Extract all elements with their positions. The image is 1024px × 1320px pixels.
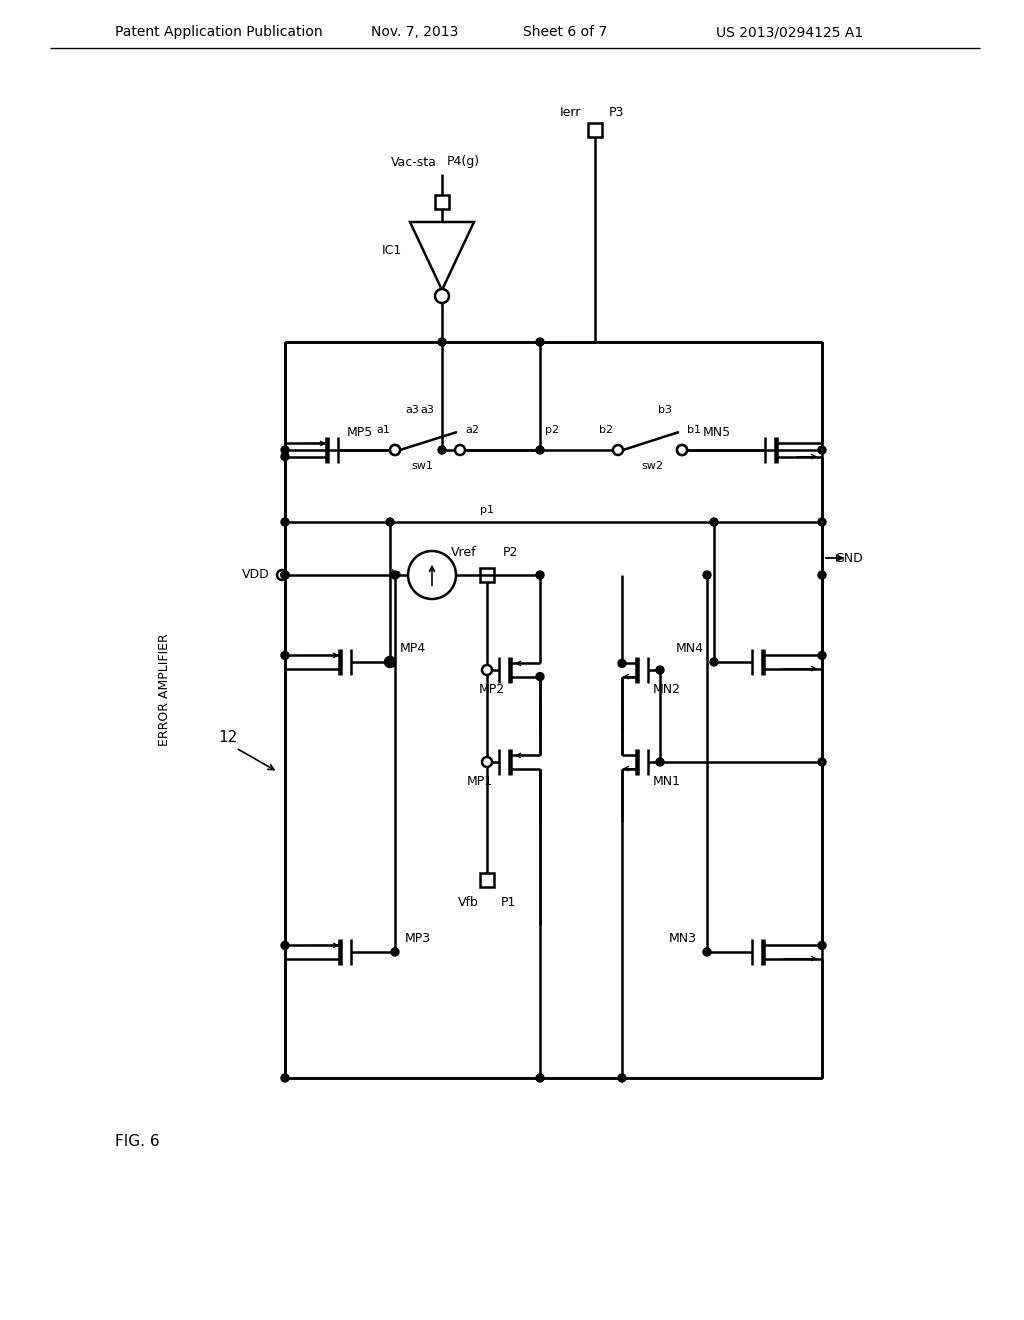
Text: MN4: MN4 xyxy=(676,643,705,655)
Text: Patent Application Publication: Patent Application Publication xyxy=(115,25,323,40)
Bar xyxy=(480,568,494,582)
Circle shape xyxy=(703,572,711,579)
Text: Vfb: Vfb xyxy=(458,895,479,908)
Circle shape xyxy=(656,758,664,766)
Circle shape xyxy=(435,289,449,304)
Circle shape xyxy=(281,651,289,660)
Text: a1: a1 xyxy=(376,425,390,436)
Circle shape xyxy=(281,446,289,454)
Text: b2: b2 xyxy=(599,425,613,436)
Bar xyxy=(588,123,602,137)
Circle shape xyxy=(482,756,492,767)
Circle shape xyxy=(618,660,626,668)
Text: P3: P3 xyxy=(609,106,625,119)
Text: sw1: sw1 xyxy=(412,461,433,471)
Text: FIG. 6: FIG. 6 xyxy=(115,1134,160,1150)
Text: MN5: MN5 xyxy=(702,426,731,438)
Circle shape xyxy=(818,572,826,579)
Circle shape xyxy=(390,445,400,455)
Text: US 2013/0294125 A1: US 2013/0294125 A1 xyxy=(717,25,863,40)
Text: Sheet 6 of 7: Sheet 6 of 7 xyxy=(523,25,607,40)
Circle shape xyxy=(536,673,544,681)
Text: VDD: VDD xyxy=(243,569,270,582)
Circle shape xyxy=(618,1074,626,1082)
Circle shape xyxy=(281,517,289,525)
Text: p2: p2 xyxy=(545,425,559,436)
Circle shape xyxy=(710,657,718,667)
Circle shape xyxy=(536,446,544,454)
Bar xyxy=(480,873,494,887)
Text: GND: GND xyxy=(834,552,863,565)
Text: MN2: MN2 xyxy=(653,684,681,697)
Text: a3: a3 xyxy=(420,405,434,414)
Circle shape xyxy=(818,758,826,766)
Circle shape xyxy=(613,445,623,455)
Circle shape xyxy=(703,948,711,956)
Text: ERROR AMPLIFIER: ERROR AMPLIFIER xyxy=(159,634,171,746)
Text: MN1: MN1 xyxy=(653,775,681,788)
Circle shape xyxy=(386,657,394,667)
Circle shape xyxy=(455,445,465,455)
Circle shape xyxy=(386,517,394,525)
Text: b1: b1 xyxy=(687,425,701,436)
Circle shape xyxy=(391,948,399,956)
Circle shape xyxy=(482,665,492,675)
Circle shape xyxy=(438,446,446,454)
Text: P1: P1 xyxy=(501,895,516,908)
Circle shape xyxy=(536,338,544,346)
Text: p1: p1 xyxy=(480,506,494,515)
Text: 12: 12 xyxy=(218,730,238,746)
Text: MP3: MP3 xyxy=(406,932,431,945)
Text: Vref: Vref xyxy=(452,546,477,560)
Circle shape xyxy=(656,667,664,675)
Circle shape xyxy=(710,517,718,525)
Circle shape xyxy=(818,517,826,525)
Text: sw2: sw2 xyxy=(641,461,663,471)
Text: b3: b3 xyxy=(658,405,672,414)
Circle shape xyxy=(281,572,289,579)
Text: MP5: MP5 xyxy=(347,426,373,438)
Circle shape xyxy=(278,570,287,579)
Text: IC1: IC1 xyxy=(382,243,402,256)
Circle shape xyxy=(281,1074,289,1082)
Circle shape xyxy=(385,657,395,667)
Text: MP4: MP4 xyxy=(400,643,426,655)
Circle shape xyxy=(281,572,289,579)
Text: Vac-sta: Vac-sta xyxy=(391,156,437,169)
Text: MN3: MN3 xyxy=(669,932,697,945)
Circle shape xyxy=(677,445,687,455)
Circle shape xyxy=(818,446,826,454)
Text: a2: a2 xyxy=(465,425,479,436)
Circle shape xyxy=(390,445,400,455)
Circle shape xyxy=(536,572,544,579)
Circle shape xyxy=(677,445,687,455)
Circle shape xyxy=(438,338,446,346)
Text: MP2: MP2 xyxy=(479,684,505,697)
Bar xyxy=(435,195,449,209)
Circle shape xyxy=(818,651,826,660)
Text: MP1: MP1 xyxy=(467,775,494,788)
Text: P4(g): P4(g) xyxy=(447,156,480,169)
Text: a3: a3 xyxy=(406,405,419,414)
Circle shape xyxy=(391,572,399,579)
Circle shape xyxy=(536,1074,544,1082)
Text: Nov. 7, 2013: Nov. 7, 2013 xyxy=(372,25,459,40)
Text: Io: Io xyxy=(391,569,402,582)
Circle shape xyxy=(281,453,289,461)
Circle shape xyxy=(818,941,826,949)
Text: Ierr: Ierr xyxy=(560,106,581,119)
Text: P2: P2 xyxy=(503,546,518,560)
Circle shape xyxy=(281,941,289,949)
